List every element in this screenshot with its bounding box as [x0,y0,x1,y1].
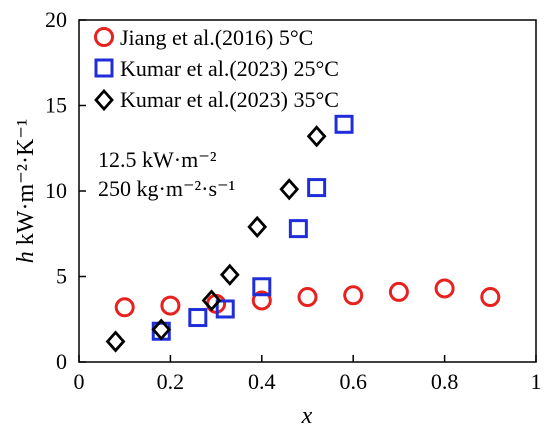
legend-marker-circle [94,27,114,47]
legend-marker-diamond [94,88,114,112]
data-point-diamond [201,289,222,312]
series-diamond [105,125,327,353]
x-tick-label: 0.6 [339,369,367,394]
data-point-circle [251,290,272,311]
data-point-circle [160,295,181,316]
data-point-square [188,308,208,328]
data-point-circle [434,278,455,299]
data-point-circle [388,281,409,302]
x-tick-label: 0.4 [248,369,276,394]
y-axis-label-main: h [13,251,39,263]
data-points [105,114,501,353]
legend-item-kumar-25c: Kumar et al.(2023) 25°C [94,56,339,81]
data-point-diamond [306,125,327,148]
data-point-square [252,277,272,297]
legend-marker-square [94,58,114,78]
y-tick-label: 5 [56,264,67,289]
data-point-circle [114,297,135,318]
x-tick-label: 0.2 [157,369,185,394]
legend-item-kumar-35c: Kumar et al.(2023) 35°C [94,87,339,112]
y-tick-labels: 0 5 10 15 20 [45,7,67,374]
data-point-square [334,114,354,134]
x-tick-label: 0.8 [431,369,459,394]
series-circle [114,278,501,318]
legend-label: Kumar et al.(2023) 25°C [120,56,339,81]
axis-ticks [78,19,537,363]
data-point-diamond [247,215,268,239]
data-point-square [307,178,327,198]
annotation-mass-flux: 250 kg·m⁻²·s⁻¹ [98,176,235,201]
x-tick-labels: 0 0.2 0.4 0.6 0.8 1 [74,369,542,394]
y-axis-label-unit: kW·m⁻²·K⁻¹ [13,119,39,245]
y-axis-label: h kW·m⁻²·K⁻¹ [13,119,39,263]
data-point-circle [480,287,501,308]
annotation-heat-flux: 12.5 kW·m⁻² [98,147,217,172]
legend-item-jiang-5c: Jiang et al.(2016) 5°C [94,25,313,50]
y-tick-label: 10 [45,178,67,203]
y-tick-label: 0 [56,349,67,374]
data-point-square [215,299,235,319]
data-point-diamond [151,318,172,341]
legend: Jiang et al.(2016) 5°C Kumar et al.(2023… [94,25,339,112]
data-point-square [288,219,308,239]
data-point-circle [343,285,364,306]
legend-label: Kumar et al.(2023) 35°C [120,87,339,112]
x-tick-label: 0 [74,369,85,394]
data-point-diamond [105,330,126,353]
legend-label: Jiang et al.(2016) 5°C [120,25,313,50]
y-tick-label: 20 [45,7,67,32]
y-tick-label: 15 [45,93,67,118]
x-axis-label: x [301,403,313,429]
data-point-diamond [279,178,300,201]
x-tick-label: 1 [531,369,542,394]
data-point-diamond [219,263,240,286]
data-point-circle [297,287,318,308]
